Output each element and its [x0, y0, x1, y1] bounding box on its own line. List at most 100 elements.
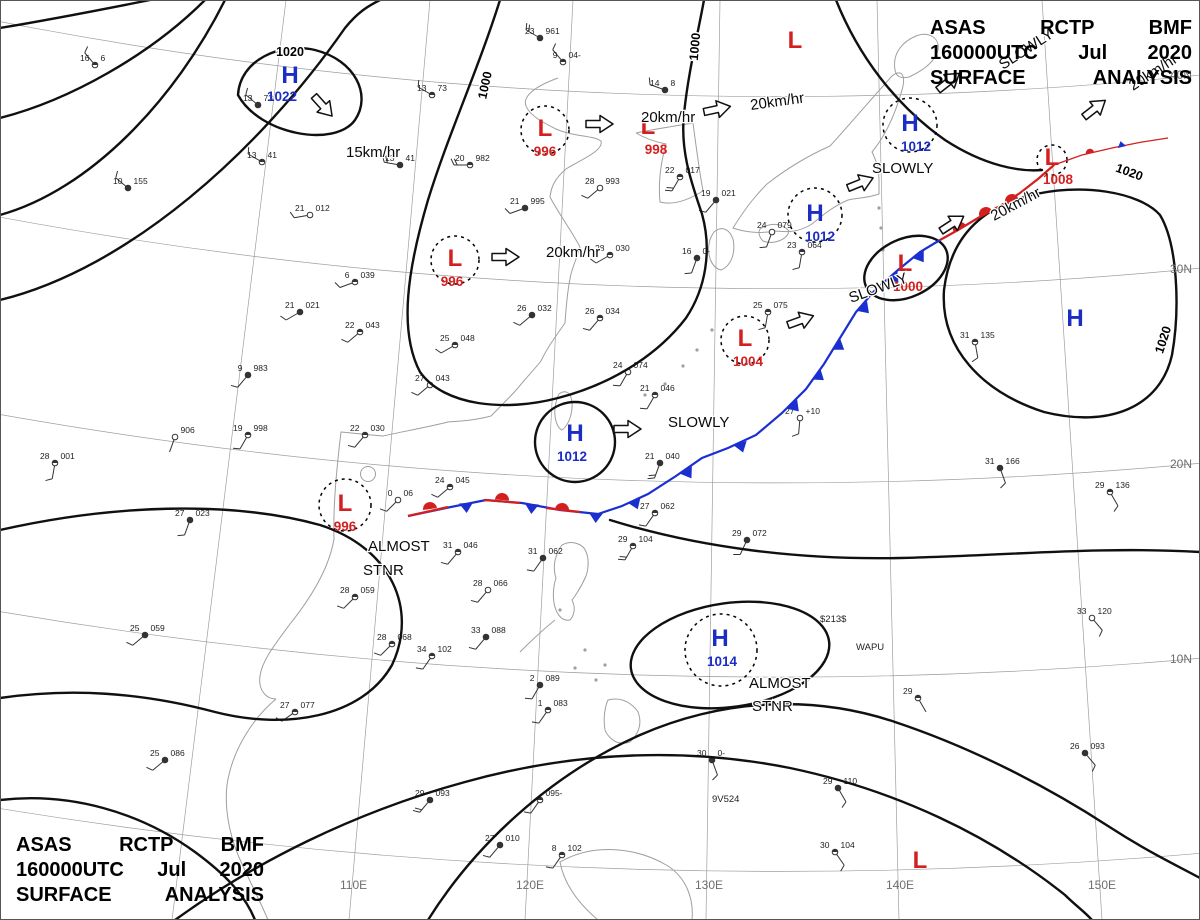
- pressure-center-H: H: [281, 62, 298, 89]
- lat-label: 10N: [1170, 652, 1192, 666]
- dotted-center-circle: [684, 613, 758, 687]
- pressure-center-L: L: [913, 847, 928, 874]
- wind-barb: [245, 94, 257, 104]
- isobar-value-label: 1000: [687, 32, 703, 61]
- station-plot: 13 41: [247, 146, 277, 166]
- station-pressure: 73: [438, 83, 448, 93]
- coastline: [603, 698, 641, 744]
- station-temp: 16: [80, 53, 90, 63]
- station-pressure: 046: [661, 383, 675, 393]
- wind-barb: [386, 501, 397, 512]
- lon-label: 120E: [516, 878, 544, 892]
- station-temp: 23: [787, 240, 797, 250]
- meridian-line: [1041, 0, 1103, 920]
- cold-front-symbol: [886, 270, 899, 283]
- wind-barb: [417, 386, 429, 396]
- isobar: [0, 0, 227, 217]
- title-block-top-right: ASAS RCTP BMF 160000UTC Jul 2020 SURFACE…: [930, 16, 1192, 91]
- station-temp: 29: [1095, 480, 1105, 490]
- station-temp: 9: [553, 50, 558, 60]
- station-temp: 31: [443, 540, 453, 550]
- chart-type: SURFACE ANALYSIS: [930, 67, 1192, 89]
- station-plot: 27 023: [175, 508, 210, 537]
- pressure-center-value: 1000: [893, 279, 923, 294]
- wind-barb: [919, 700, 927, 713]
- station-temp: 13: [385, 153, 395, 163]
- meridian-line: [876, 0, 900, 920]
- island-dot: [663, 382, 667, 386]
- warm-front-symbol: [979, 207, 993, 218]
- stationary-front-line: [483, 498, 521, 505]
- lon-label: 150E: [1088, 878, 1116, 892]
- station-pressure: 021: [306, 300, 320, 310]
- station-pressure: 41: [406, 153, 416, 163]
- station-pressure: 021: [722, 188, 736, 198]
- isobar-closed: [533, 400, 617, 484]
- wind-barb: [447, 553, 457, 565]
- station-temp: 29: [903, 686, 913, 696]
- coastline: [732, 72, 905, 233]
- station-temp: 31: [528, 546, 538, 556]
- station-pressure: 030: [616, 243, 630, 253]
- wind-barb: [339, 282, 353, 288]
- cold-front-symbol: [589, 512, 603, 523]
- station-temp: 25: [440, 333, 450, 343]
- wind-barb: [237, 376, 247, 388]
- wind-barb: [84, 52, 94, 64]
- isobar: [0, 0, 152, 30]
- station-pressure: 010: [506, 833, 520, 843]
- wind-barb: [51, 465, 55, 479]
- wind-barb: [285, 313, 298, 321]
- station-pressure: 102: [568, 843, 582, 853]
- station-pressure: 059: [361, 585, 375, 595]
- wind-barb: [380, 645, 391, 656]
- station-temp: 31: [985, 456, 995, 466]
- station-plot: 13 41: [381, 153, 416, 169]
- pressure-center-L: L: [788, 27, 803, 54]
- ship-callsign: WAPU: [856, 642, 884, 653]
- station-pressure: 0-: [718, 748, 726, 758]
- station-temp: 27: [175, 508, 185, 518]
- station-temp: 29: [732, 528, 742, 538]
- station-pressure: 079: [778, 220, 792, 230]
- station-pressure: 135: [981, 330, 995, 340]
- pressure-center-H: H: [566, 420, 583, 447]
- pressure-center-L: L: [448, 245, 463, 272]
- station-temp: 23: [525, 26, 535, 36]
- coastline: [635, 122, 704, 204]
- wind-barb: [624, 548, 632, 561]
- wind-barb: [115, 177, 127, 187]
- station-pressure: 983: [254, 363, 268, 373]
- coastlines: [225, 33, 939, 920]
- pressure-center-L: L: [641, 113, 656, 140]
- station-temp: 22: [665, 165, 675, 175]
- wind-barb: [475, 638, 485, 650]
- station-plot: 31 135: [960, 330, 995, 363]
- island-dot: [558, 608, 562, 612]
- station-plot: 28 068: [373, 632, 412, 656]
- isobar: [426, 702, 1200, 920]
- cold-front-symbol: [680, 466, 692, 479]
- stationary-front-line: [407, 505, 449, 518]
- dotted-center-circle: [787, 187, 843, 243]
- station-temp: 1: [538, 698, 543, 708]
- movement-arrow: [845, 174, 874, 192]
- wind-barb: [417, 86, 430, 94]
- pressure-center-H: H: [901, 110, 918, 137]
- station-plot: 9 983: [230, 363, 268, 388]
- station-pressure: 995: [531, 196, 545, 206]
- station-pressure: 04-: [569, 50, 581, 60]
- station-plot: 27 062: [638, 501, 675, 527]
- island-dot: [681, 364, 685, 368]
- island-dot: [879, 226, 883, 230]
- pressure-center-value: 996: [334, 519, 357, 534]
- station-pressure: 110: [844, 776, 858, 786]
- station-pressure: 077: [301, 700, 315, 710]
- pressure-center-value: 1012: [805, 229, 835, 244]
- chart-type: SURFACE ANALYSIS: [16, 884, 264, 906]
- station-temp: 19: [233, 423, 243, 433]
- wind-barb: [1086, 754, 1096, 766]
- station-temp: 27: [640, 501, 650, 511]
